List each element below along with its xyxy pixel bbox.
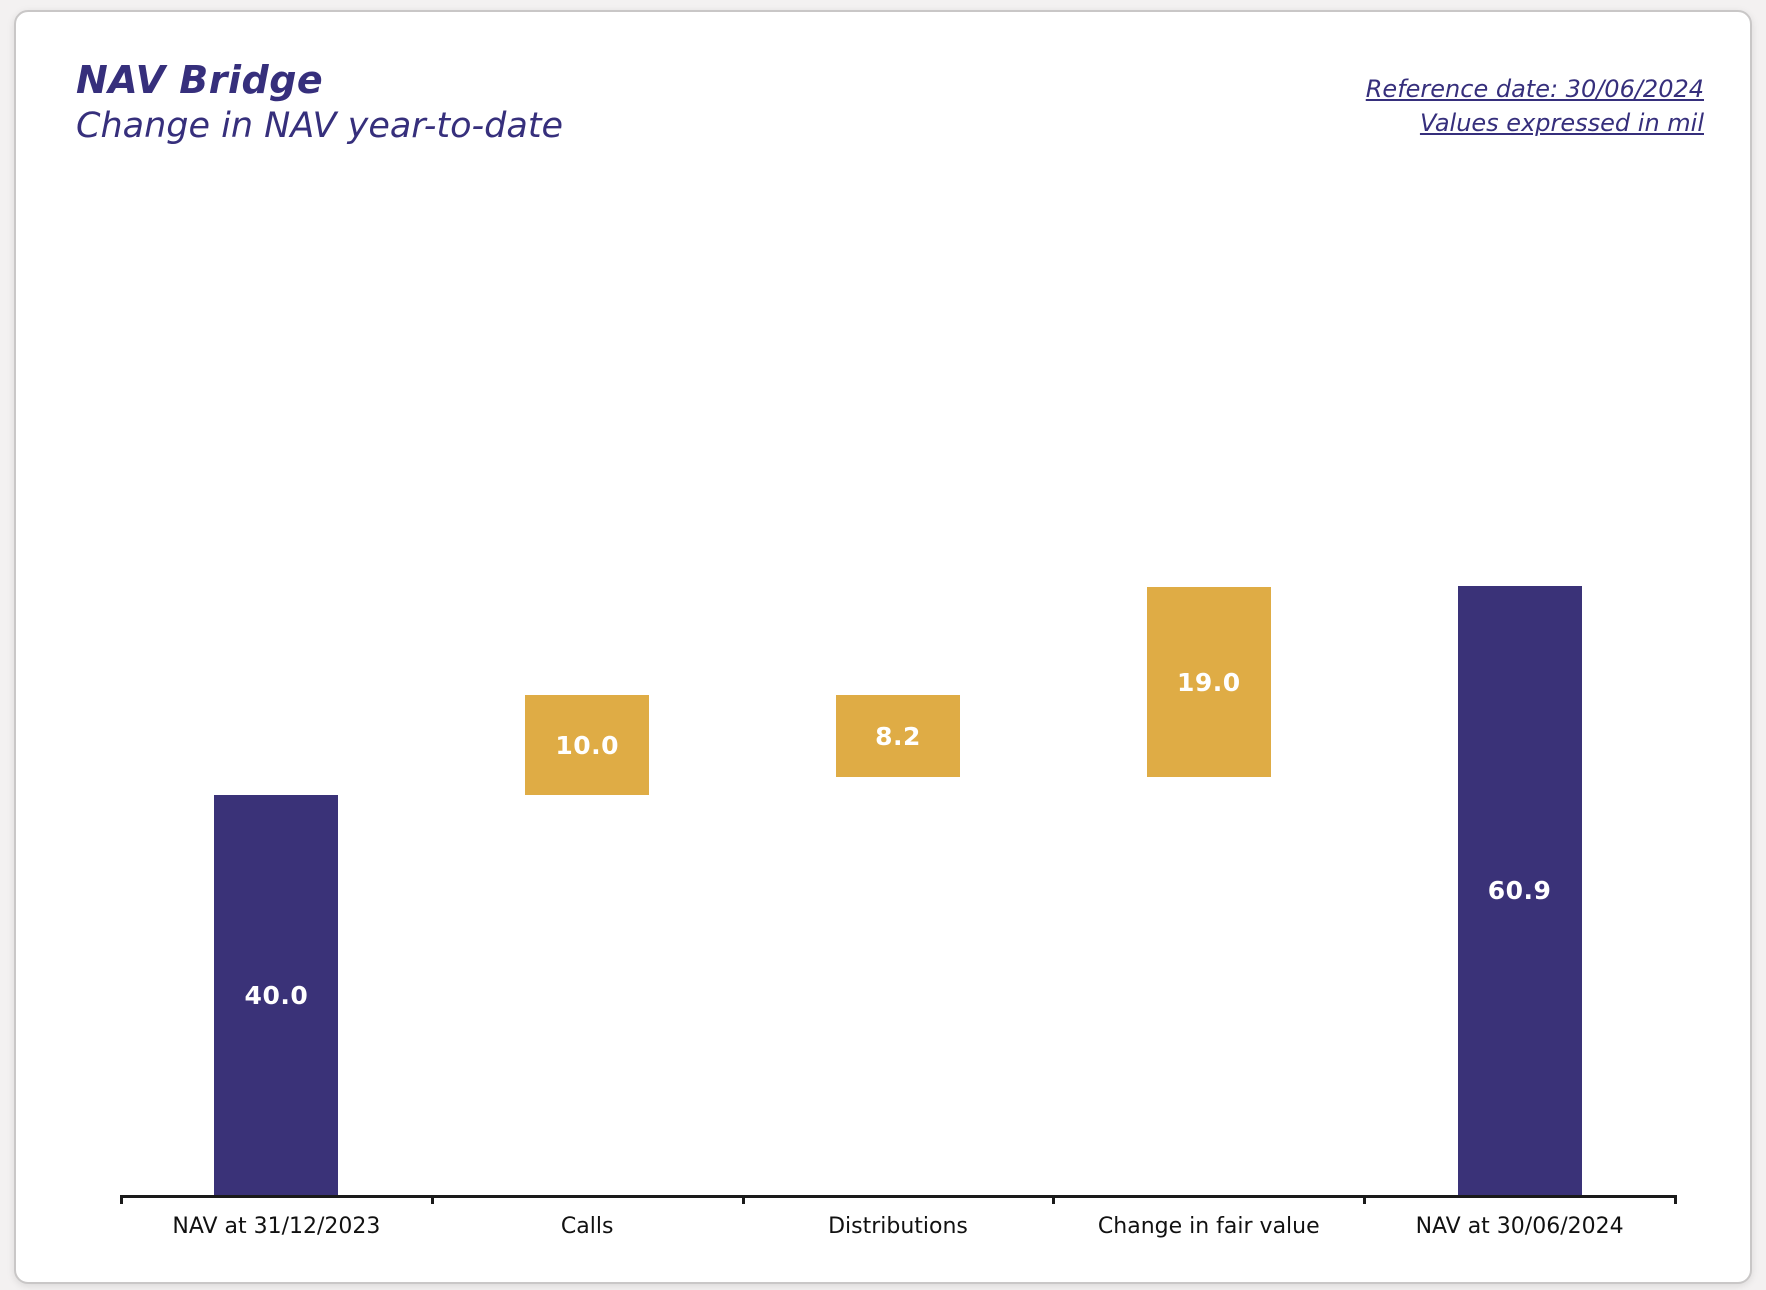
reference-date-text: Reference date: 30/06/2024 [1365, 75, 1704, 103]
x-axis-line [121, 1195, 1675, 1198]
x-axis-label: Change in fair value [1097, 1214, 1320, 1239]
nav-bridge-waterfall-chart: 40.0 NAV at 31/12/2023 10.0 Calls 8.2 Distrib… [16, 12, 1766, 1290]
waterfall-bar-increase: 19.0 [1146, 587, 1271, 777]
bar-value-label: 10.0 [555, 730, 620, 760]
x-axis-label: NAV at 30/06/2024 [1415, 1214, 1624, 1239]
waterfall-bar-total: 60.9 [1457, 586, 1582, 1195]
waterfall-bar-decrease: 8.2 [836, 695, 960, 777]
report-card: NAV Bridge Change in NAV year-to-date Re… [14, 10, 1752, 1284]
waterfall-bar-increase: 10.0 [525, 695, 650, 795]
waterfall-bar-total: 40.0 [214, 795, 339, 1195]
page-subtitle: Change in NAV year-to-date [76, 106, 564, 146]
bar-value-label: 40.0 [244, 980, 309, 1010]
page-title: NAV Bridge [76, 58, 324, 102]
x-axis-tick [741, 1195, 745, 1204]
x-axis-tick [1052, 1195, 1056, 1204]
x-axis-tick [120, 1195, 123, 1204]
x-axis-label: Distributions [828, 1214, 968, 1239]
bar-value-label: 60.9 [1487, 876, 1552, 905]
x-axis-tick [430, 1195, 434, 1204]
x-axis-tick [1363, 1195, 1367, 1204]
x-axis-label: NAV at 31/12/2023 [172, 1214, 381, 1239]
bar-value-label: 8.2 [875, 721, 921, 751]
x-axis-label: Calls [560, 1214, 614, 1239]
x-axis-tick [1674, 1195, 1677, 1204]
header-right-block: Reference date: 30/06/2024 Values expres… [1366, 72, 1704, 140]
bar-value-label: 19.0 [1176, 667, 1241, 697]
values-note-text: Values expressed in mil [1419, 109, 1704, 137]
